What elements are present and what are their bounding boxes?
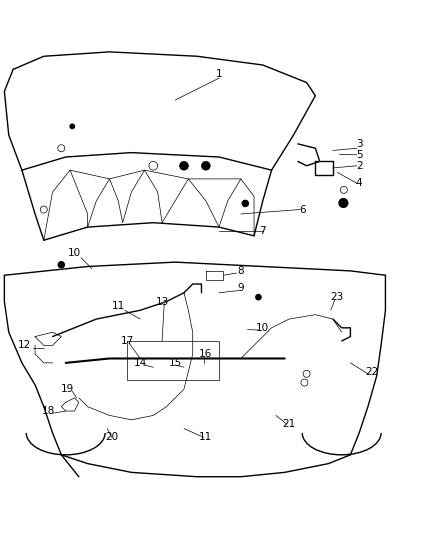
Text: 11: 11	[112, 301, 125, 311]
Text: 8: 8	[237, 266, 244, 276]
Text: 9: 9	[237, 284, 244, 293]
Text: 14: 14	[134, 358, 147, 368]
Text: 18: 18	[42, 406, 55, 416]
Circle shape	[70, 124, 74, 128]
Text: 3: 3	[356, 139, 363, 149]
Text: 1: 1	[215, 69, 223, 79]
Text: 4: 4	[356, 178, 363, 188]
Text: 20: 20	[105, 432, 118, 442]
Text: 5: 5	[356, 150, 363, 160]
Text: 19: 19	[61, 384, 74, 394]
Circle shape	[58, 262, 64, 268]
Text: 13: 13	[155, 296, 169, 306]
Text: 10: 10	[256, 323, 269, 333]
Text: 23: 23	[331, 292, 344, 302]
Text: 7: 7	[259, 227, 266, 237]
Text: 6: 6	[299, 205, 306, 215]
Text: 11: 11	[199, 432, 212, 442]
Text: 21: 21	[283, 419, 296, 429]
Text: 17: 17	[120, 336, 134, 346]
Circle shape	[339, 199, 348, 207]
Circle shape	[242, 200, 248, 206]
Circle shape	[180, 161, 188, 170]
Circle shape	[256, 295, 261, 300]
Text: 12: 12	[18, 341, 31, 350]
Text: 16: 16	[199, 349, 212, 359]
Text: 15: 15	[169, 358, 182, 368]
Circle shape	[201, 161, 210, 170]
Text: 22: 22	[366, 367, 379, 377]
Text: 10: 10	[68, 248, 81, 259]
Text: 2: 2	[356, 161, 363, 171]
